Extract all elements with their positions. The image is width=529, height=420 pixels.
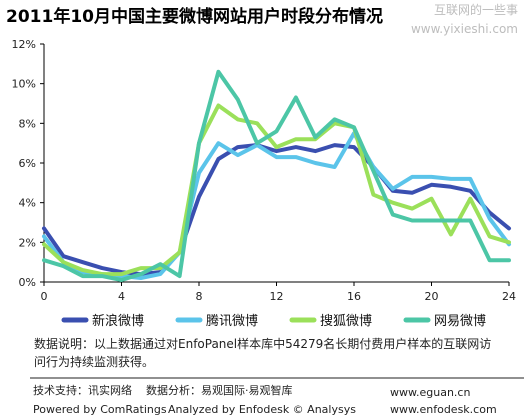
y-ticks: 0% 2% 4% 6% 8% 10% 12%: [12, 38, 44, 289]
legend-label-4: 网易微博: [434, 314, 486, 329]
legend-label-1: 新浪微博: [92, 313, 144, 329]
footer-site-eguan[interactable]: www.eguan.cn: [390, 386, 470, 399]
plot-area: 0% 2% 4% 6% 8% 10% 12% 0 4 8 12 16 20 24: [12, 38, 516, 303]
footer-powered-by: Powered by ComRatings: [33, 403, 167, 416]
legend: 新浪微博 腾讯微博 搜狐微博 网易微博: [61, 313, 486, 329]
series-line-3: [42, 103, 511, 277]
legend-label-2: 腾讯微博: [206, 313, 258, 329]
y-tick-label: 2%: [19, 236, 36, 249]
x-tick-label: 16: [347, 290, 361, 303]
x-tick-label: 12: [270, 290, 284, 303]
x-tick-label: 0: [41, 290, 48, 303]
y-tick-label: 12%: [12, 38, 36, 51]
x-ticks: 0 4 8 12 16 20 24: [41, 282, 516, 303]
footer-tech-support: 技术支持：讯实网络: [33, 383, 132, 397]
x-tick-label: 24: [502, 290, 516, 303]
y-tick-label: 10%: [12, 78, 36, 91]
footer-site-enfodesk[interactable]: www.enfodesk.com: [390, 403, 497, 416]
footer-analyzed-by: Analyzed by Enfodesk © Analysys: [168, 403, 356, 416]
y-tick-label: 4%: [19, 197, 36, 210]
x-tick-label: 8: [196, 290, 203, 303]
data-note-line1: 数据说明：以上数据通过对EnfoPanel样本库中54279名长期付费用户样本的…: [34, 336, 491, 351]
x-tick-label: 4: [118, 290, 125, 303]
footer-analysis: 数据分析：易观国际·易观智库: [146, 383, 293, 397]
x-tick-label: 20: [425, 290, 439, 303]
series-line-2: [42, 131, 511, 280]
watermark-url: www.yixieshi.com: [411, 22, 518, 36]
series-line-4: [42, 69, 511, 282]
series-lines: [42, 69, 511, 282]
watermark-text: 互联网的一些事: [434, 2, 518, 17]
data-note-line2: 问行为持续监测获得。: [34, 354, 154, 369]
y-tick-label: 8%: [19, 117, 36, 130]
y-tick-label: 0%: [19, 276, 36, 289]
y-tick-label: 6%: [19, 157, 36, 170]
legend-label-3: 搜狐微博: [320, 314, 372, 329]
chart-title: 2011年10月中国主要微博网站用户时段分布情况: [6, 6, 383, 27]
